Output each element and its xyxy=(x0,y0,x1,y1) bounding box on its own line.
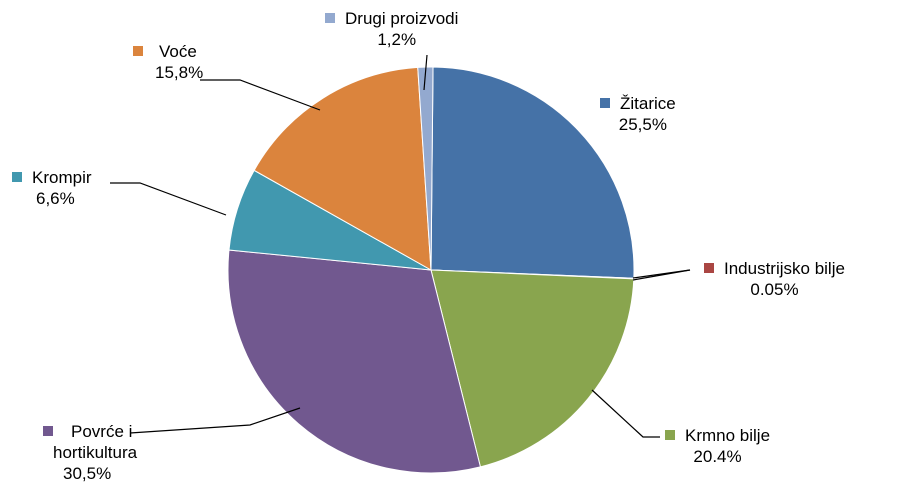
label-krompir-name: Krompir xyxy=(32,168,92,187)
label-krmno-bilje-value: 20.4% xyxy=(693,447,741,466)
leader-line-krompir xyxy=(110,183,226,215)
label-povrce-value: 30,5% xyxy=(63,464,111,483)
label-povrce-name-line2: hortikultura xyxy=(53,443,137,462)
label-povrce-name-line1: Povrće i xyxy=(71,422,132,441)
label-industrijsko-bilje-value: 0.05% xyxy=(750,280,798,299)
label-voce: Voće 15,8% xyxy=(133,41,203,83)
label-krmno-bilje-name: Krmno bilje xyxy=(685,426,770,445)
label-voce-name: Voće xyxy=(159,42,197,61)
label-zitarice-name: Žitarice xyxy=(620,94,676,113)
legend-swatch-krmno-bilje xyxy=(665,430,675,440)
leader-line-krmno-bilje xyxy=(592,390,660,437)
label-drugi-proizvodi-name: Drugi proizvodi xyxy=(345,9,458,28)
leader-line-povrce xyxy=(130,408,300,433)
label-drugi-proizvodi: Drugi proizvodi 1,2% xyxy=(325,8,458,50)
legend-swatch-povrce-hortikultura xyxy=(43,426,53,436)
label-krompir: Krompir 6,6% xyxy=(12,167,92,209)
label-industrijsko-bilje-name: Industrijsko bilje xyxy=(724,259,845,278)
legend-swatch-voce xyxy=(133,46,143,56)
label-voce-value: 15,8% xyxy=(155,63,203,82)
label-krompir-value: 6,6% xyxy=(36,189,75,208)
legend-swatch-industrijsko-bilje xyxy=(704,263,714,273)
leader-line-industrijsko-bilje xyxy=(633,270,690,280)
label-zitarice-value: 25,5% xyxy=(619,115,667,134)
label-zitarice: Žitarice 25,5% xyxy=(600,93,676,135)
label-krmno-bilje: Krmno bilje 20.4% xyxy=(665,425,770,467)
legend-swatch-krompir xyxy=(12,172,22,182)
leader-line-voce xyxy=(200,80,320,110)
label-industrijsko-bilje: Industrijsko bilje 0.05% xyxy=(704,258,845,300)
label-drugi-proizvodi-value: 1,2% xyxy=(377,30,416,49)
legend-swatch-zitarice xyxy=(600,98,610,108)
label-povrce-hortikultura: Povrće i hortikultura 30,5% xyxy=(43,421,137,484)
legend-swatch-drugi-proizvodi xyxy=(325,13,335,23)
